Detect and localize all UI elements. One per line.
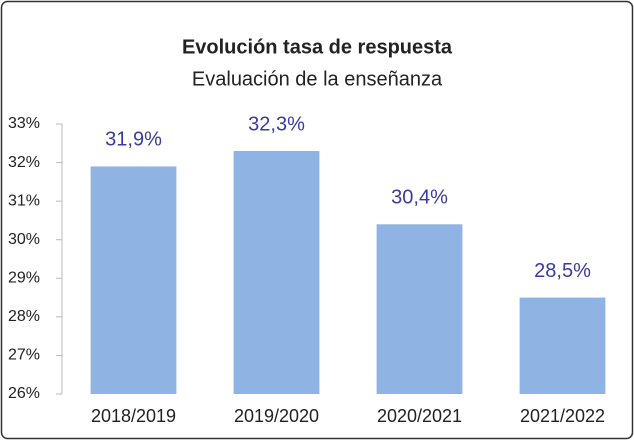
data-label: 31,9%	[105, 129, 162, 151]
chart-title: Evolución tasa de respuesta	[182, 36, 453, 58]
bar	[376, 224, 463, 394]
y-tick-label: 30%	[8, 231, 40, 248]
y-tick-label: 29%	[8, 270, 40, 287]
x-tick-label: 2019/2020	[234, 406, 319, 426]
y-tick-label: 28%	[8, 308, 40, 325]
x-tick-label: 2020/2021	[377, 406, 462, 426]
y-tick-label: 26%	[8, 385, 40, 402]
data-label: 28,5%	[534, 260, 591, 282]
chart-subtitle: Evaluación de la enseñanza	[192, 68, 443, 90]
data-label: 30,4%	[391, 187, 448, 209]
bar	[233, 151, 320, 394]
y-tick-label: 32%	[8, 154, 40, 171]
bar	[90, 166, 177, 394]
x-tick-label: 2021/2022	[520, 406, 605, 426]
y-tick-label: 27%	[8, 347, 40, 364]
bar	[519, 297, 606, 394]
y-tick-label: 31%	[8, 192, 40, 209]
y-tick-label: 33%	[8, 115, 40, 132]
x-tick-label: 2018/2019	[91, 406, 176, 426]
data-label: 32,3%	[248, 113, 305, 135]
